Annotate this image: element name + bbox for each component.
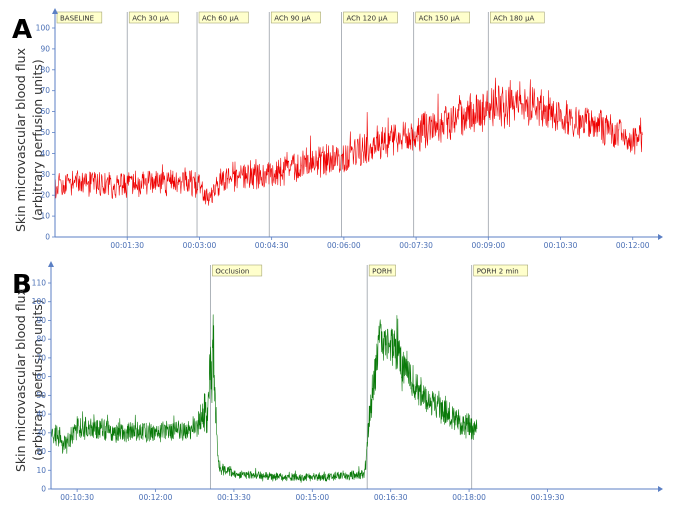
event-label: ACh 150 μA — [419, 15, 460, 23]
event-label: PORH 2 min — [477, 268, 519, 276]
x-tick-label: 00:13:30 — [217, 493, 251, 502]
panel-a-event-markers: BASELINE ACh 30 μA ACh 60 μA ACh 90 μA ACh 1… — [54, 11, 545, 237]
y-tick-label: 0 — [45, 233, 50, 242]
panel-a-series — [54, 77, 643, 206]
panel-a-ylabel-line1: Skin microvascular blood flux — [13, 48, 28, 232]
x-tick-label: 00:01:30 — [110, 241, 144, 250]
y-tick-label: 0 — [41, 485, 46, 494]
event-label-box — [473, 264, 529, 277]
y-tick-label: 40 — [40, 149, 50, 158]
event-label: ACh 180 μA — [493, 15, 534, 23]
y-axis-arrow — [52, 8, 58, 14]
x-tick-label: 00:16:30 — [374, 493, 408, 502]
y-tick-label: 70 — [40, 86, 50, 95]
panel-b-axes: 0 10 20 30 40 50 60 70 80 90 100 110 00:10:30 00:12:0… — [32, 261, 663, 502]
event-label-box — [212, 264, 263, 277]
event-label-box — [198, 11, 249, 24]
panel-a: A Skin microvascular blood flux (arbitra… — [12, 8, 663, 250]
event-label-box — [270, 11, 321, 24]
event-label-box — [343, 11, 398, 24]
y-tick-label: 40 — [36, 410, 46, 419]
y-tick-label: 50 — [36, 391, 46, 400]
event-label: ACh 60 μA — [202, 15, 239, 23]
y-tick-label: 110 — [32, 279, 47, 288]
panel-a-ylabel-line2: (arbitrary perfusion units) — [30, 59, 45, 221]
series-line — [54, 77, 643, 206]
y-tick-label: 20 — [36, 447, 46, 456]
y-axis-arrow — [48, 261, 54, 267]
series-line — [50, 314, 478, 483]
y-tick-label: 20 — [40, 191, 50, 200]
panel-b-ylabel-line1: Skin microvascular blood flux — [13, 288, 28, 472]
x-tick-label: 00:12:00 — [616, 241, 650, 250]
panel-b-letter: B — [12, 270, 32, 300]
y-tick-label: 90 — [36, 316, 46, 325]
x-tick-label: 00:10:30 — [60, 493, 94, 502]
panel-b-event-markers: Occlusion PORH PORH 2 min — [209, 264, 529, 489]
event-label: ACh 120 μA — [346, 15, 387, 23]
y-tick-label: 50 — [40, 128, 50, 137]
event-label: Occlusion — [215, 268, 249, 276]
event-label-box — [56, 11, 103, 24]
x-tick-label: 00:04:30 — [255, 241, 289, 250]
event-label: ACh 30 μA — [132, 15, 169, 23]
x-tick-label: 00:12:00 — [139, 493, 173, 502]
event-label: PORH — [372, 268, 392, 276]
y-tick-label: 100 — [32, 297, 47, 306]
event-label-box — [128, 11, 179, 24]
y-tick-label: 10 — [40, 212, 50, 221]
x-tick-label: 00:10:30 — [544, 241, 578, 250]
panel-b: B Skin microvascular blood flux (arbitra… — [12, 261, 663, 502]
x-axis-arrow — [658, 486, 663, 492]
y-tick-label: 80 — [40, 65, 50, 74]
y-tick-label: 60 — [40, 107, 50, 116]
x-tick-label: 00:18:00 — [452, 493, 486, 502]
y-tick-label: 100 — [36, 24, 51, 33]
panel-a-axes: 0 10 20 30 40 50 60 70 80 90 100 00:01:30 00:03:00 00… — [36, 8, 663, 250]
x-tick-label: 00:06:00 — [327, 241, 361, 250]
x-tick-label: 00:15:00 — [295, 493, 329, 502]
y-tick-label: 30 — [36, 428, 46, 437]
y-tick-label: 80 — [36, 335, 46, 344]
panel-b-series — [50, 314, 478, 483]
event-label-box — [490, 11, 545, 24]
x-tick-label: 00:09:00 — [471, 241, 505, 250]
event-label-box — [368, 264, 396, 277]
x-tick-label: 00:03:00 — [183, 241, 217, 250]
x-tick-label: 00:19:30 — [531, 493, 565, 502]
y-tick-label: 60 — [36, 372, 46, 381]
y-tick-label: 70 — [36, 353, 46, 362]
y-tick-label: 10 — [36, 466, 46, 475]
panel-a-letter: A — [12, 15, 32, 45]
event-label: ACh 90 μA — [274, 15, 311, 23]
event-label: BASELINE — [60, 15, 94, 23]
y-tick-label: 90 — [40, 44, 50, 53]
panel-b-ylabel-line2: (arbitrary perfusion units) — [30, 299, 45, 461]
event-label-box — [415, 11, 470, 24]
x-tick-label: 00:07:30 — [399, 241, 433, 250]
x-axis-arrow — [658, 234, 663, 240]
y-tick-label: 30 — [40, 170, 50, 179]
